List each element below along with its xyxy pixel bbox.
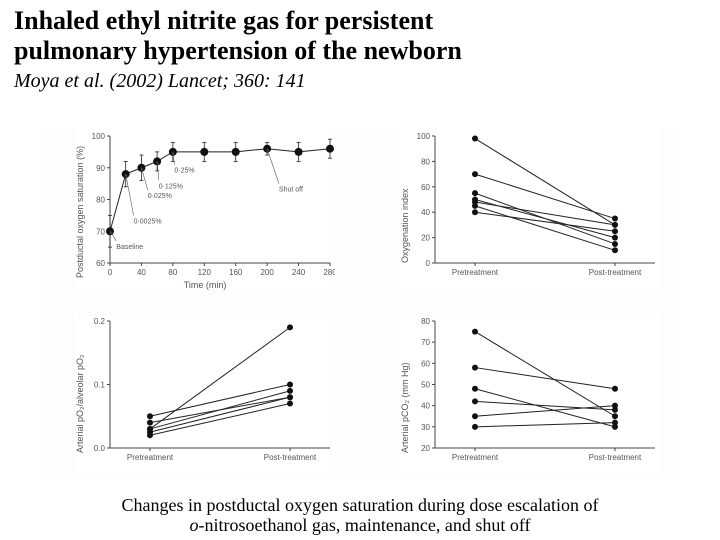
svg-text:90: 90 (96, 164, 105, 173)
svg-text:100: 100 (417, 132, 431, 141)
svg-text:0.1: 0.1 (94, 381, 106, 390)
svg-text:0·125%: 0·125% (159, 183, 183, 190)
svg-text:50: 50 (421, 381, 430, 390)
panel-c-svg: 0.0 0.1 0.2 Pretreatment Post-treatment (75, 313, 335, 473)
svg-text:200: 200 (260, 268, 274, 277)
svg-text:Post-treatment: Post-treatment (264, 453, 317, 462)
panel-d-ylabel: Arterial pCO₂ (mm Hg) (400, 323, 410, 453)
svg-text:0: 0 (426, 259, 431, 268)
svg-text:30: 30 (421, 423, 430, 432)
svg-text:40: 40 (137, 268, 146, 277)
svg-text:20: 20 (421, 234, 430, 243)
svg-text:Pretreatment: Pretreatment (452, 268, 499, 277)
svg-text:80: 80 (421, 317, 430, 326)
svg-text:80: 80 (168, 268, 177, 277)
svg-text:Pretreatment: Pretreatment (127, 453, 174, 462)
svg-text:Shut off: Shut off (279, 187, 303, 194)
caption-line-1: Changes in postductal oxygen saturation … (122, 495, 599, 515)
svg-text:80: 80 (421, 157, 430, 166)
panel-c: 0.0 0.1 0.2 Pretreatment Post-treatment Arte… (75, 313, 335, 473)
svg-text:60: 60 (421, 183, 430, 192)
panel-b: 0 20 40 60 80 100 Pretreatment Post-treatment O… (400, 128, 660, 288)
svg-text:Post-treatment: Post-treatment (589, 268, 642, 277)
panel-d-svg: 20 30 40 50 60 70 80 Pretreatment Post-treatment (400, 313, 660, 473)
svg-text:70: 70 (421, 338, 430, 347)
panel-b-ylabel: Oxygenation index (400, 143, 410, 263)
svg-text:100: 100 (92, 132, 106, 141)
panel-a-ylabel: Postductal oxygen saturation (%) (75, 128, 85, 278)
svg-text:40: 40 (421, 208, 430, 217)
svg-text:120: 120 (198, 268, 212, 277)
svg-text:Baseline: Baseline (116, 244, 143, 251)
svg-text:20: 20 (421, 444, 430, 453)
svg-text:0.0: 0.0 (94, 444, 106, 453)
svg-text:Post-treatment: Post-treatment (589, 453, 642, 462)
panel-a: 60 70 80 90 100 0 40 80 120 160 200 240 280 Baseline 0… (75, 128, 335, 288)
svg-text:0·025%: 0·025% (148, 193, 172, 200)
panel-c-ylabel: Arterial pO₂/alveolar pO₂ (75, 323, 85, 453)
caption: Changes in postductal oxygen saturation … (0, 495, 720, 536)
caption-rest: -nitrosoethanol gas, maintenance, and sh… (198, 515, 530, 535)
svg-text:60: 60 (96, 259, 105, 268)
svg-text:40: 40 (421, 402, 430, 411)
title-line-2: pulmonary hypertension of the newborn (14, 36, 462, 65)
svg-text:240: 240 (292, 268, 306, 277)
citation: Moya et al. (2002) Lancet; 360: 141 (0, 68, 720, 99)
svg-text:70: 70 (96, 227, 105, 236)
panel-d: 20 30 40 50 60 70 80 Pretreatment Post-treatment… (400, 313, 660, 473)
title-line-1: Inhaled ethyl nitrite gas for persistent (14, 6, 433, 35)
svg-text:160: 160 (229, 268, 243, 277)
svg-text:0: 0 (108, 268, 113, 277)
svg-text:0.2: 0.2 (94, 317, 106, 326)
panel-a-svg: 60 70 80 90 100 0 40 80 120 160 200 240 280 Baseline 0… (75, 128, 335, 288)
panel-a-xlabel: Time (min) (75, 280, 335, 290)
panel-b-svg: 0 20 40 60 80 100 Pretreatment Post-treatment (400, 128, 660, 288)
svg-text:280: 280 (323, 268, 335, 277)
svg-text:80: 80 (96, 196, 105, 205)
figure-area: 6070809010004080120160200240280Baseline0… (40, 128, 680, 478)
svg-text:60: 60 (421, 359, 430, 368)
svg-text:0·0025%: 0·0025% (134, 218, 162, 225)
svg-text:Pretreatment: Pretreatment (452, 453, 499, 462)
svg-text:0·25%: 0·25% (174, 168, 194, 175)
page-title: Inhaled ethyl nitrite gas for persistent… (0, 0, 720, 68)
